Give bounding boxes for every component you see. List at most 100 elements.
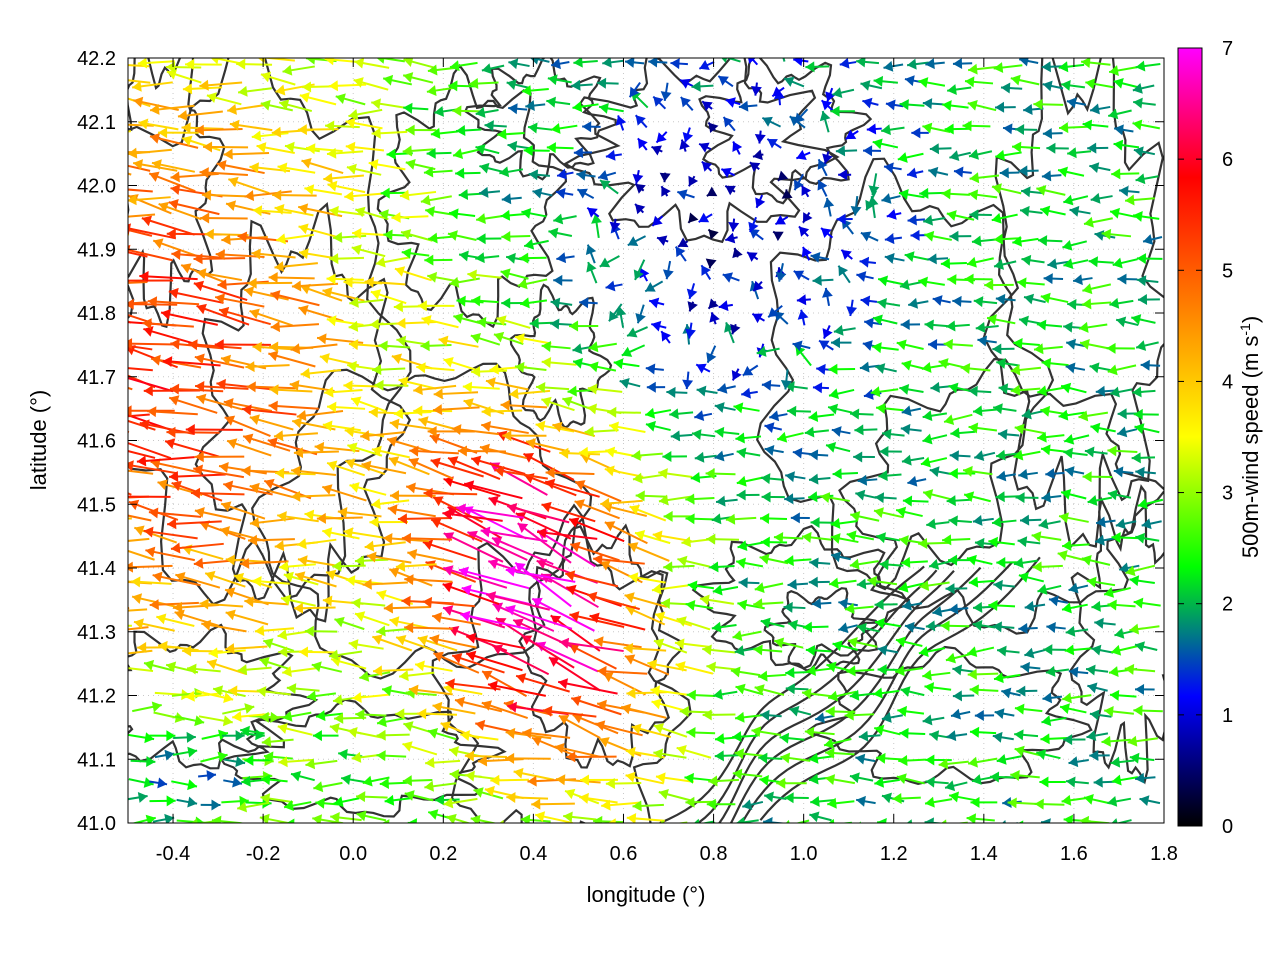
wind-vector bbox=[1104, 706, 1135, 717]
wind-vector bbox=[528, 169, 550, 181]
wind-vector bbox=[1113, 466, 1134, 478]
wind-vector bbox=[850, 511, 880, 522]
wind-vector bbox=[1101, 228, 1132, 240]
wind-vector bbox=[517, 278, 548, 290]
wind-vector bbox=[1084, 446, 1108, 458]
wind-vector bbox=[829, 577, 857, 589]
wind-vector bbox=[695, 363, 711, 374]
wind-vector bbox=[239, 557, 289, 569]
wind-vector bbox=[679, 139, 690, 152]
wind-vector bbox=[1068, 582, 1089, 594]
wind-vector bbox=[663, 510, 695, 522]
wind-vector bbox=[270, 321, 320, 333]
wind-vector bbox=[481, 63, 505, 74]
wind-vector bbox=[175, 571, 221, 589]
wind-vector bbox=[993, 233, 1022, 245]
wind-vector bbox=[895, 665, 924, 677]
wind-vector bbox=[1142, 234, 1163, 245]
wind-vector bbox=[400, 229, 433, 242]
wind-vector bbox=[576, 169, 596, 181]
wind-vector bbox=[714, 402, 736, 413]
wind-vector bbox=[709, 561, 735, 573]
wind-vector bbox=[1089, 709, 1112, 721]
wind-vector bbox=[874, 776, 900, 788]
wind-vector bbox=[521, 85, 549, 97]
wind-vector bbox=[196, 268, 242, 282]
x-tick-label: 1.2 bbox=[880, 843, 908, 865]
wind-vector bbox=[497, 128, 525, 140]
wind-vector bbox=[605, 149, 622, 161]
wind-vector bbox=[1011, 141, 1041, 153]
wind-vector bbox=[949, 150, 971, 162]
wind-vector bbox=[442, 565, 508, 589]
wind-vector bbox=[306, 690, 337, 702]
wind-vector bbox=[849, 408, 874, 420]
x-tick-label: 0.8 bbox=[700, 843, 728, 865]
wind-vector bbox=[378, 340, 411, 352]
wind-vector bbox=[541, 356, 577, 368]
wind-vector bbox=[356, 791, 388, 803]
wind-vector bbox=[128, 298, 178, 310]
wind-vector bbox=[128, 667, 154, 673]
wind-vector bbox=[1031, 531, 1062, 543]
wind-vector bbox=[870, 386, 899, 398]
y-tick-label: 42.0 bbox=[77, 176, 116, 198]
wind-vector bbox=[128, 147, 172, 159]
wind-vector bbox=[670, 58, 688, 70]
wind-vector bbox=[1067, 147, 1092, 159]
wind-vector bbox=[825, 774, 856, 785]
wind-vector bbox=[480, 526, 548, 543]
wind-vector bbox=[812, 382, 829, 394]
wind-vector bbox=[130, 755, 156, 767]
wind-vector bbox=[299, 92, 337, 106]
wind-vector bbox=[984, 279, 1014, 291]
wind-vector bbox=[1045, 468, 1065, 480]
wind-vector bbox=[795, 149, 811, 160]
wind-vector bbox=[348, 108, 383, 120]
wind-vector bbox=[717, 382, 736, 394]
wind-vector bbox=[966, 256, 994, 268]
wind-vector bbox=[805, 61, 830, 73]
wind-vector bbox=[252, 205, 292, 217]
wind-vector bbox=[1058, 512, 1089, 524]
wind-vector bbox=[430, 457, 484, 478]
wind-vector bbox=[626, 813, 665, 823]
wind-vector bbox=[1010, 364, 1042, 376]
wind-vector bbox=[732, 731, 758, 743]
wind-vector bbox=[216, 378, 271, 391]
wind-vector bbox=[953, 166, 972, 178]
wind-vector bbox=[475, 143, 500, 155]
wind-vector bbox=[991, 212, 1018, 224]
wind-vector bbox=[785, 819, 810, 823]
wind-vector bbox=[872, 687, 900, 699]
y-tick-label: 41.3 bbox=[77, 622, 116, 644]
wind-vector bbox=[925, 58, 945, 70]
wind-vector bbox=[724, 321, 735, 344]
wind-vector bbox=[1042, 80, 1064, 92]
wind-vector bbox=[1132, 386, 1156, 398]
wind-vector bbox=[1127, 735, 1159, 747]
wind-vector bbox=[157, 640, 199, 652]
wind-vector bbox=[1033, 98, 1064, 110]
contour-line bbox=[756, 157, 1055, 591]
wind-vector bbox=[143, 659, 175, 672]
wind-vector bbox=[698, 142, 712, 153]
wind-vector bbox=[403, 102, 429, 114]
wind-vector bbox=[574, 480, 622, 503]
wind-vector bbox=[131, 814, 156, 823]
wind-vector bbox=[1018, 315, 1042, 327]
wind-vector bbox=[422, 539, 477, 561]
wind-vector bbox=[1002, 820, 1018, 823]
wind-vector bbox=[1059, 122, 1088, 134]
wind-vector bbox=[948, 515, 972, 527]
wind-vector bbox=[868, 173, 880, 196]
wind-vector bbox=[899, 727, 926, 739]
wind-vector bbox=[556, 168, 574, 180]
wind-vector bbox=[634, 183, 646, 194]
wind-vector bbox=[1040, 444, 1068, 456]
wind-vector bbox=[1015, 492, 1039, 504]
y-tick-label: 41.9 bbox=[77, 239, 116, 261]
wind-vector bbox=[996, 358, 1020, 369]
wind-vector bbox=[707, 121, 719, 133]
wind-vector bbox=[241, 404, 297, 416]
